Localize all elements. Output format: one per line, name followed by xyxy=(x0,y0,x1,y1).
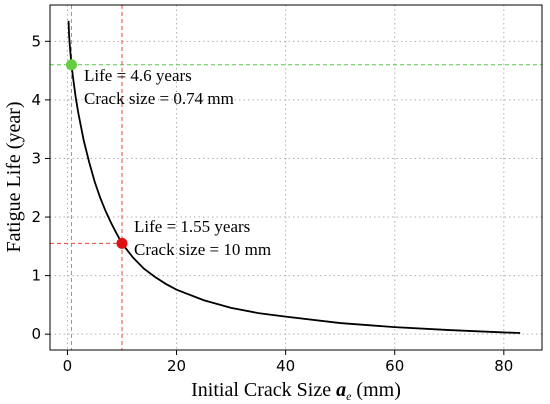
y-tick-label: 2 xyxy=(31,208,41,226)
x-tick-label: 20 xyxy=(167,357,186,375)
x-axis-unit: (mm) xyxy=(356,379,400,401)
x-tick-label: 40 xyxy=(276,357,295,375)
highlight-points xyxy=(65,59,128,249)
y-tick-label: 0 xyxy=(31,325,41,343)
y-tick-label: 4 xyxy=(31,91,41,109)
y-tick-label: 3 xyxy=(31,149,41,167)
x-axis-subscript: e xyxy=(346,389,352,403)
x-tick-label: 60 xyxy=(385,357,404,375)
x-axis-label-text: Initial Crack Size xyxy=(191,379,331,401)
annotation-2-line2: Crack size = 10 mm xyxy=(134,240,271,259)
annotation-1-line2: Crack size = 0.74 mm xyxy=(84,89,234,108)
plot-frame xyxy=(49,4,543,351)
x-axis-label: Initial Crack Size ae (mm) xyxy=(191,379,401,403)
grid xyxy=(50,5,542,350)
x-tick-label: 80 xyxy=(494,357,513,375)
axis-ticks: 0 20 40 60 80 0 1 2 3 4 5 xyxy=(31,32,513,375)
highlight-point-1 xyxy=(65,59,77,71)
annotation-2-line1: Life = 1.55 years xyxy=(134,217,250,236)
x-axis-symbol: a xyxy=(336,379,346,401)
x-tick-label: 0 xyxy=(63,357,73,375)
highlight-point-2 xyxy=(116,237,128,249)
annotation-1: Life = 4.6 years Crack size = 0.74 mm xyxy=(84,66,234,108)
annotation-1-line1: Life = 4.6 years xyxy=(84,66,192,85)
guide-lines xyxy=(50,5,542,350)
annotation-2: Life = 1.55 years Crack size = 10 mm xyxy=(134,217,271,259)
y-tick-label: 5 xyxy=(31,32,41,50)
y-tick-label: 1 xyxy=(31,267,41,285)
y-axis-label: Fatigue Life (year) xyxy=(3,101,25,252)
